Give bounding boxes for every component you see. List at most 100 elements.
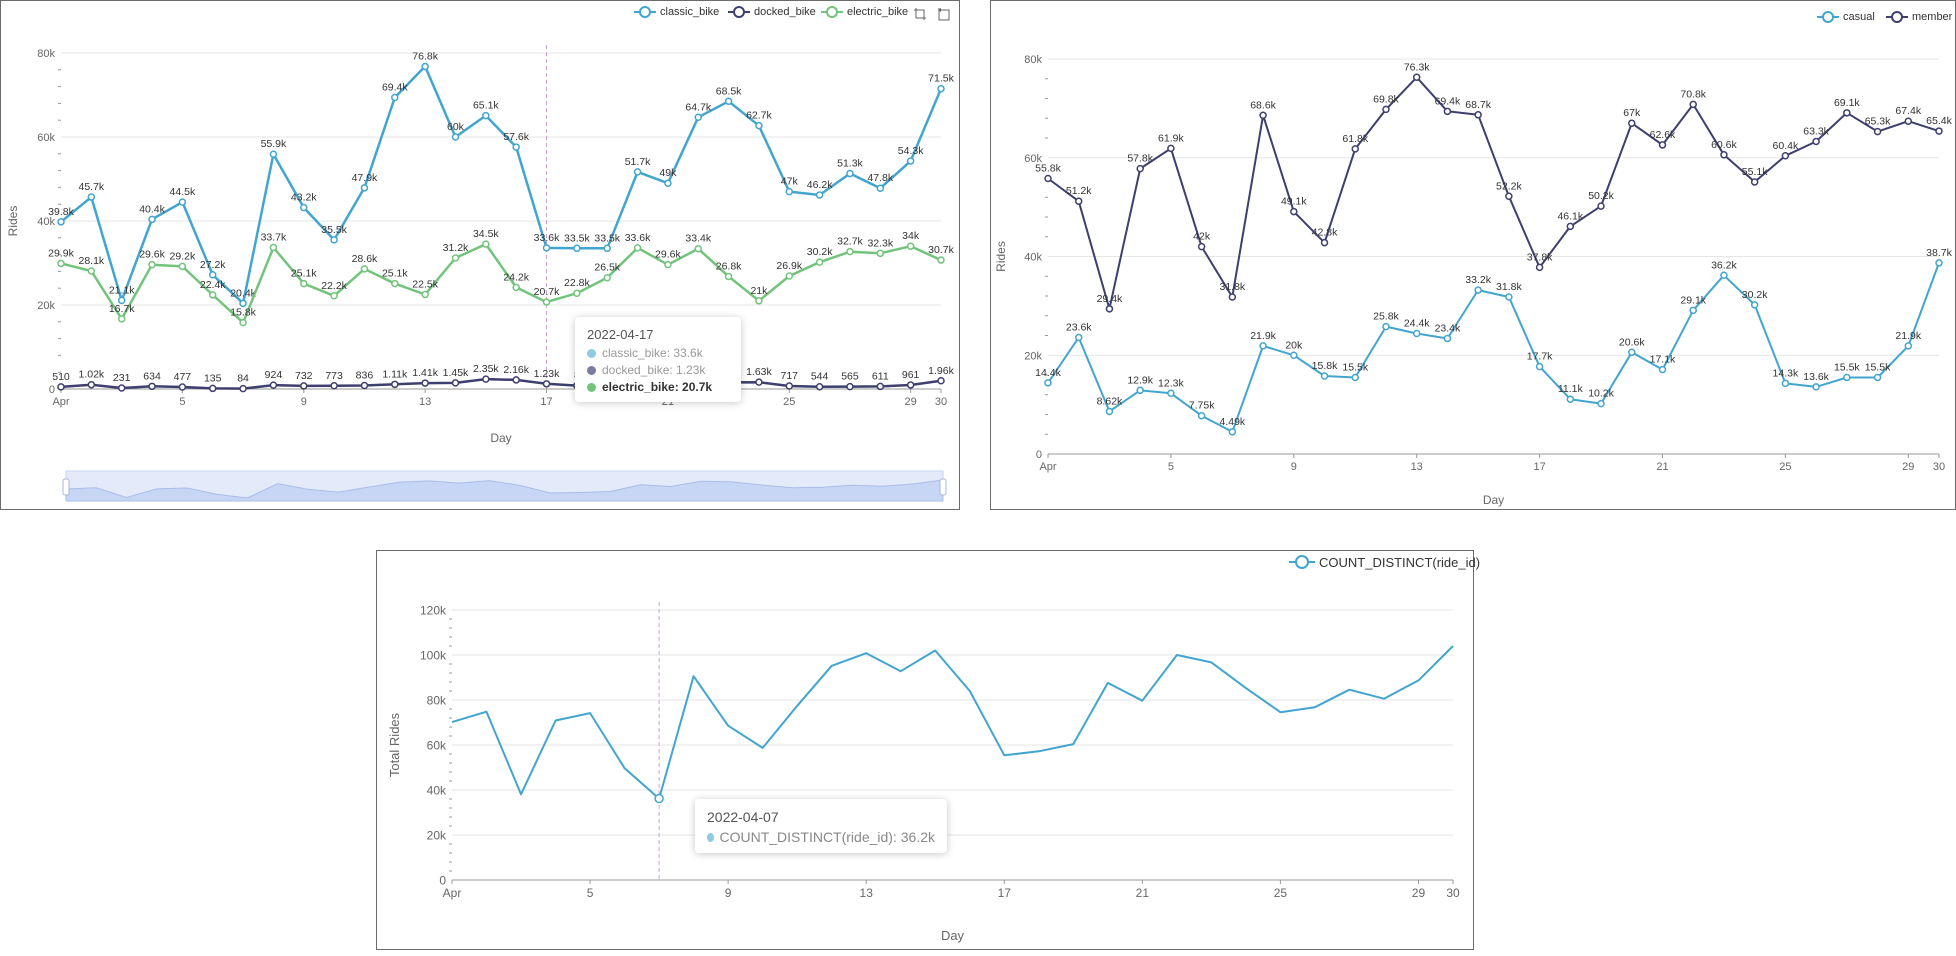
data-point (1136, 386, 1144, 395)
data-label: 84 (237, 373, 249, 385)
data-point (815, 191, 824, 199)
legend-line-icon (1886, 11, 1908, 23)
data-label: 20k (1285, 339, 1303, 351)
series-line-docked_bike (60, 377, 942, 390)
x-tick-label: Apr (52, 396, 69, 408)
data-label: 33.6k (625, 232, 651, 244)
data-label: 1.23k (534, 368, 560, 380)
data-label: 1.45k (443, 367, 469, 379)
data-point (1290, 351, 1298, 359)
data-point (330, 236, 338, 244)
data-label: 22.4k (200, 279, 226, 291)
data-point (1935, 259, 1943, 267)
legend-item-member[interactable]: member (1886, 10, 1952, 24)
data-label: 76.8k (412, 50, 438, 62)
y-tick-label: 20k (1024, 350, 1042, 362)
zoom-handle-left[interactable] (62, 478, 70, 496)
tooltip-title: 2022-04-07 (707, 809, 779, 825)
x-tick-label: 17 (998, 886, 1012, 900)
series-dot-icon (707, 832, 714, 842)
data-label: 14.3k (1773, 367, 1799, 379)
data-label: 26.8k (716, 260, 742, 272)
data-point (906, 381, 915, 389)
data-label: 15.8k (1312, 360, 1338, 372)
data-point (178, 198, 187, 206)
x-tick-label: 9 (301, 396, 307, 408)
data-point (1074, 333, 1083, 342)
data-point (148, 260, 156, 269)
zoom-area-icon[interactable] (913, 7, 927, 21)
data-label: 22.8k (564, 277, 590, 289)
data-label: 21.1k (109, 284, 135, 296)
data-point (1228, 428, 1237, 436)
data-point (512, 143, 520, 151)
tooltip-row-text: COUNT_DISTINCT(ride_id): 36.2k (719, 829, 936, 845)
x-axis-title: Day (490, 431, 511, 445)
data-label: 1.63k (746, 366, 772, 378)
data-label: 135 (204, 372, 222, 384)
y-tick-label: 0 (439, 874, 446, 888)
data-point (1658, 141, 1667, 149)
data-label: 4.49k (1220, 416, 1246, 428)
data-point (87, 193, 96, 201)
data-point (1351, 373, 1359, 382)
data-point (148, 382, 156, 391)
data-point (654, 793, 664, 804)
x-tick-label: 5 (179, 396, 185, 408)
data-label: 33.5k (594, 232, 620, 244)
y-axis-title: Rides (6, 206, 20, 237)
legend-line-icon (821, 6, 843, 18)
data-label: 21k (750, 285, 768, 297)
data-label: 60k (447, 121, 465, 133)
data-point (1197, 242, 1206, 251)
data-point (815, 382, 824, 391)
data-label: 39.8k (48, 206, 74, 218)
data-label: 33.7k (261, 231, 287, 243)
data-point (876, 382, 885, 391)
data-label: 1.02k (79, 369, 105, 381)
x-tick-label: 5 (587, 886, 594, 900)
data-label: 51.3k (837, 158, 863, 170)
zoom-handle-right[interactable] (939, 478, 947, 496)
data-point (785, 272, 794, 280)
x-tick-label: 29 (1412, 886, 1426, 900)
data-label: 10.2k (1588, 388, 1614, 400)
legend-label: member (1912, 11, 1953, 23)
data-label: 2.16k (503, 364, 529, 376)
legend-item-count-distinct[interactable]: COUNT_DISTINCT(ride_id) (1289, 554, 1480, 570)
zoom-reset-icon[interactable] (936, 7, 950, 21)
data-point (1720, 271, 1728, 280)
data-point (208, 384, 217, 393)
data-label: 22.5k (412, 279, 438, 291)
data-label: 61.9k (1158, 132, 1184, 144)
data-point (1535, 362, 1544, 371)
data-label: 33.2k (1465, 274, 1491, 286)
data-label: 32.7k (837, 236, 863, 248)
data-label: 57.6k (503, 131, 529, 143)
legend-label: classic_bike (660, 6, 720, 18)
legend-item-electric-bike[interactable]: electric_bike (821, 5, 908, 19)
data-label: 25.1k (382, 268, 408, 280)
series-line-classic_bike (60, 65, 943, 305)
data-label: 20.4k (230, 287, 256, 299)
data-label: 26.5k (594, 262, 620, 274)
data-point (1750, 178, 1759, 186)
chart-panel-rider-type: 0 20k 40k 60k 80k Apr 5 9 13 17 21 25 29 30 Day Rides 14… (990, 0, 1956, 510)
legend-item-docked-bike[interactable]: docked_bike (728, 5, 816, 19)
data-point (1167, 144, 1175, 153)
series-dot-icon (587, 348, 596, 358)
data-point (391, 93, 399, 102)
data-point (755, 378, 763, 386)
data-label: 62.7k (746, 110, 772, 122)
data-point (117, 315, 126, 323)
chart-panel-bike-type: 0 20k 40k 60k 80k Apr 5 9 13 17 21 25 29 30 Day Rides 39… (0, 0, 960, 510)
data-label: 27.2k (200, 259, 226, 271)
data-point (360, 184, 369, 192)
data-point (421, 290, 429, 299)
legend-item-casual[interactable]: casual (1817, 10, 1875, 24)
data-label: 26.9k (776, 260, 802, 272)
data-point (694, 244, 702, 253)
legend-item-classic-bike[interactable]: classic_bike (634, 5, 719, 19)
data-label: 30.7k (928, 244, 954, 256)
legend-line-icon (1817, 11, 1839, 23)
